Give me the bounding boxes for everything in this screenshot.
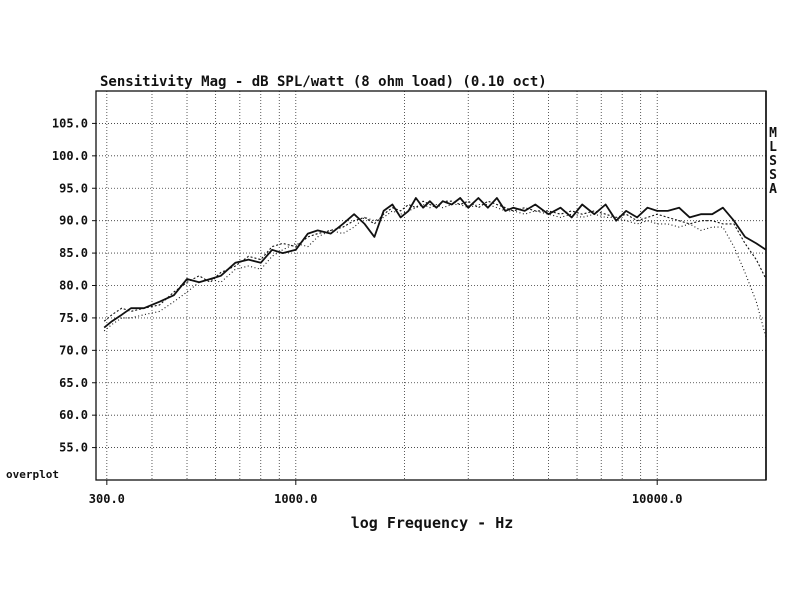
y-tick-label: 75.0 <box>59 311 88 325</box>
y-tick-label: 85.0 <box>59 246 88 260</box>
side-letter: A <box>769 182 777 197</box>
series-line-1 <box>103 197 767 329</box>
side-letter: L <box>769 140 777 155</box>
side-letter: S <box>769 154 777 169</box>
series-line-3 <box>103 203 767 338</box>
y-tick-label: 65.0 <box>59 376 88 390</box>
plot-frame <box>95 90 767 481</box>
y-tick-label: 105.0 <box>52 116 88 130</box>
x-tick-label: 10000.0 <box>632 492 683 506</box>
x-axis-label: log Frequency - Hz <box>351 514 514 532</box>
y-tick-label: 60.0 <box>59 408 88 422</box>
overplot-label: overplot <box>6 468 59 481</box>
side-letter: M <box>769 126 777 141</box>
x-tick-label: 300.0 <box>89 492 125 506</box>
grid-lines <box>96 91 767 480</box>
y-axis-ticks: 105.0 100.0 95.0 90.0 85.0 80.0 75.0 70.0 65.0 60… <box>52 116 96 455</box>
series-line-2 <box>103 200 767 322</box>
y-tick-label: 80.0 <box>59 279 88 293</box>
side-letter: S <box>769 168 777 183</box>
chart-title: Sensitivity Mag - dB SPL/watt (8 ohm loa… <box>100 74 547 90</box>
y-tick-label: 55.0 <box>59 441 88 455</box>
series-layer <box>103 197 767 338</box>
x-tick-label: 1000.0 <box>274 492 317 506</box>
y-tick-label: 100.0 <box>52 149 88 163</box>
y-tick-label: 70.0 <box>59 343 88 357</box>
y-tick-label: 90.0 <box>59 214 88 228</box>
y-tick-label: 95.0 <box>59 181 88 195</box>
x-axis-ticks: 300.0 1000.0 10000.0 <box>89 480 683 506</box>
